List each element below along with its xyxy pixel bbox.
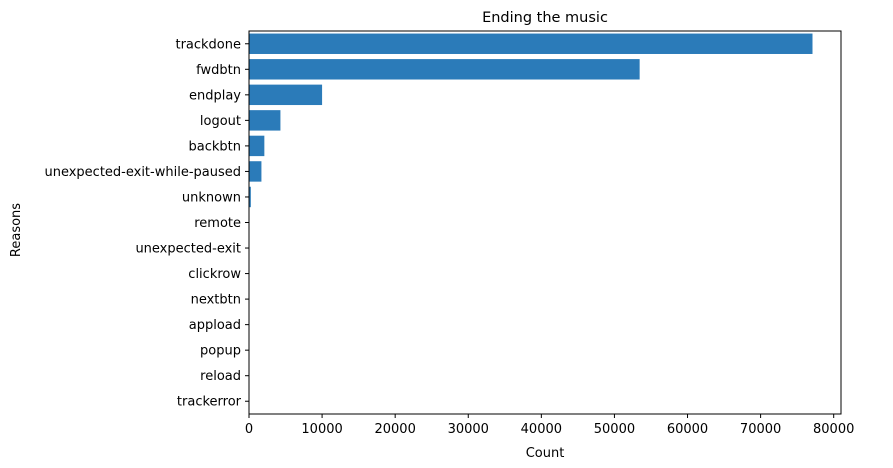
chart-title: Ending the music — [482, 10, 608, 26]
x-tick-label: 10000 — [301, 422, 342, 437]
y-tick-label: unexpected-exit — [135, 242, 241, 257]
y-tick-label: fwdbtn — [196, 63, 241, 78]
bar-logout — [249, 110, 281, 131]
bar-fwdbtn — [249, 59, 640, 80]
bar-endplay — [249, 84, 323, 106]
x-tick-label: 30000 — [448, 422, 489, 437]
x-tick-label: 70000 — [740, 422, 781, 437]
y-tick-label: trackerror — [177, 395, 242, 410]
x-tick-label: 0 — [245, 422, 253, 437]
x-tick-label: 50000 — [594, 422, 635, 437]
y-tick-label: appload — [189, 318, 241, 333]
x-tick-label: 20000 — [374, 422, 415, 437]
y-tick-label: unknown — [182, 190, 241, 205]
x-axis-title: Count — [526, 446, 565, 461]
y-tick-label: endplay — [189, 88, 241, 103]
y-tick-label: logout — [200, 114, 241, 129]
y-tick-label: unexpected-exit-while-paused — [44, 165, 241, 180]
y-tick-label: remote — [194, 216, 241, 231]
bar-backbtn — [249, 135, 265, 157]
y-tick-label: nextbtn — [191, 293, 241, 308]
y-tick-label: clickrow — [188, 267, 241, 282]
y-tick-label: trackdone — [175, 37, 241, 52]
x-tick-label: 80000 — [813, 422, 854, 437]
bars-group — [249, 33, 813, 412]
x-tick-label: 60000 — [667, 422, 708, 437]
x-ticks: 0 10000 20000 30000 40000 50000 60000 70000 8000… — [245, 414, 854, 437]
y-tick-label: popup — [200, 344, 241, 359]
bar-unknown — [249, 186, 251, 208]
y-tick-labels: trackdone fwdbtn endplay logout backbtn unexp… — [44, 37, 249, 410]
x-tick-label: 40000 — [521, 422, 562, 437]
y-tick-label: backbtn — [189, 139, 241, 154]
bar-trackdone — [249, 33, 813, 54]
bar-unexpected-exit-while-paused — [249, 161, 262, 182]
axes-frame — [248, 30, 842, 415]
y-axis-title: Reasons — [9, 203, 24, 257]
y-tick-label: reload — [200, 369, 241, 384]
